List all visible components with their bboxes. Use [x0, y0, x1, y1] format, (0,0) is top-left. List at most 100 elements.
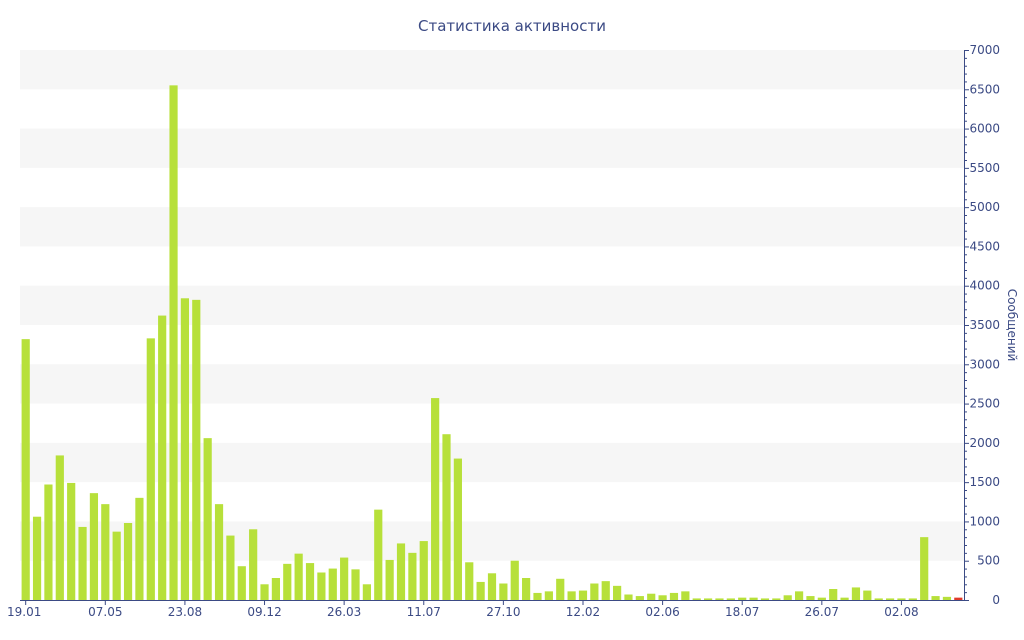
bar — [203, 438, 212, 600]
bar — [806, 596, 815, 600]
bar — [590, 583, 599, 600]
y-tick-label: 2000 — [969, 436, 1000, 450]
x-tick-label: 19.01 — [7, 605, 41, 619]
x-tick-label: 26.03 — [327, 605, 361, 619]
bar — [817, 597, 826, 600]
bar — [328, 568, 337, 600]
bar — [738, 597, 747, 600]
x-tick-label: 02.08 — [884, 605, 918, 619]
bar — [180, 298, 190, 600]
bar — [112, 531, 121, 600]
bar — [487, 573, 497, 600]
y-tick-label: 6000 — [969, 122, 1000, 136]
bar — [681, 591, 690, 600]
x-tick-label: 18.07 — [725, 605, 759, 619]
bar — [123, 523, 133, 600]
bars-group — [21, 85, 963, 601]
bar — [362, 584, 371, 600]
bar — [669, 592, 679, 600]
bar — [158, 315, 167, 600]
bar — [954, 597, 963, 600]
bar — [351, 569, 360, 600]
bar — [214, 504, 224, 600]
bar — [874, 598, 883, 600]
y-tick-label: 3500 — [969, 318, 1000, 332]
bar — [829, 589, 838, 600]
bar — [624, 594, 633, 600]
x-tick-label: 09.12 — [247, 605, 281, 619]
bar — [271, 578, 280, 600]
bar — [21, 339, 30, 600]
bar — [55, 455, 64, 600]
bar — [192, 299, 201, 600]
bar — [442, 434, 451, 600]
bar — [704, 598, 713, 600]
bar — [396, 543, 406, 600]
y-axis-label: Сообщений — [1005, 289, 1019, 362]
y-axis — [964, 50, 969, 601]
bar — [635, 596, 644, 600]
bar — [89, 493, 99, 600]
y-tick-label: 6500 — [969, 82, 1000, 96]
bar — [408, 552, 417, 600]
bar — [44, 484, 53, 600]
y-tick-label: 1500 — [969, 475, 1000, 489]
bar — [305, 563, 315, 600]
y-tick-label: 7000 — [969, 43, 1000, 57]
bar — [942, 596, 952, 600]
bar — [260, 584, 269, 600]
bar — [658, 595, 667, 600]
bar — [794, 591, 804, 600]
y-tick-label: 4500 — [969, 239, 1000, 253]
bar — [453, 458, 462, 600]
bar — [32, 516, 42, 600]
bar — [340, 557, 349, 600]
bar — [931, 596, 940, 600]
bar — [374, 509, 383, 600]
bar — [601, 581, 610, 600]
y-tick-label: 0 — [992, 593, 1000, 607]
bar — [385, 559, 394, 600]
bar — [294, 553, 303, 600]
bar — [146, 338, 155, 600]
y-tick-label: 1000 — [969, 514, 1000, 528]
x-tick-label: 26.07 — [805, 605, 839, 619]
bar — [692, 598, 701, 600]
y-tick-label: 500 — [977, 554, 1000, 568]
x-tick-label: 02.06 — [645, 605, 679, 619]
chart-title: Статистика активности — [418, 17, 606, 35]
bar — [749, 597, 758, 600]
bar — [465, 562, 474, 600]
bar — [772, 598, 781, 600]
bar — [510, 560, 519, 600]
bar — [317, 572, 326, 600]
bar — [647, 593, 656, 600]
x-tick-label: 23.08 — [168, 605, 202, 619]
bar — [578, 590, 588, 600]
bar — [556, 578, 565, 600]
y-tick-label: 5500 — [969, 161, 1000, 175]
bar — [283, 563, 292, 600]
y-tick-label: 5000 — [969, 200, 1000, 214]
x-tick-label: 11.07 — [407, 605, 441, 619]
bar — [67, 482, 76, 600]
grid-band — [20, 207, 964, 247]
bar — [613, 585, 622, 600]
bar — [897, 598, 906, 600]
y-tick-label: 4000 — [969, 279, 1000, 293]
bar — [499, 583, 508, 600]
bar — [760, 598, 770, 600]
bar — [101, 504, 110, 600]
bar — [885, 598, 895, 600]
grid-band — [20, 50, 964, 90]
bar — [476, 581, 485, 600]
bar — [533, 592, 542, 600]
x-tick-label: 27.10 — [486, 605, 520, 619]
bar — [135, 497, 144, 600]
bar — [715, 598, 724, 600]
bar — [522, 578, 531, 600]
y-tick-label: 3000 — [969, 357, 1000, 371]
bar — [783, 595, 792, 600]
